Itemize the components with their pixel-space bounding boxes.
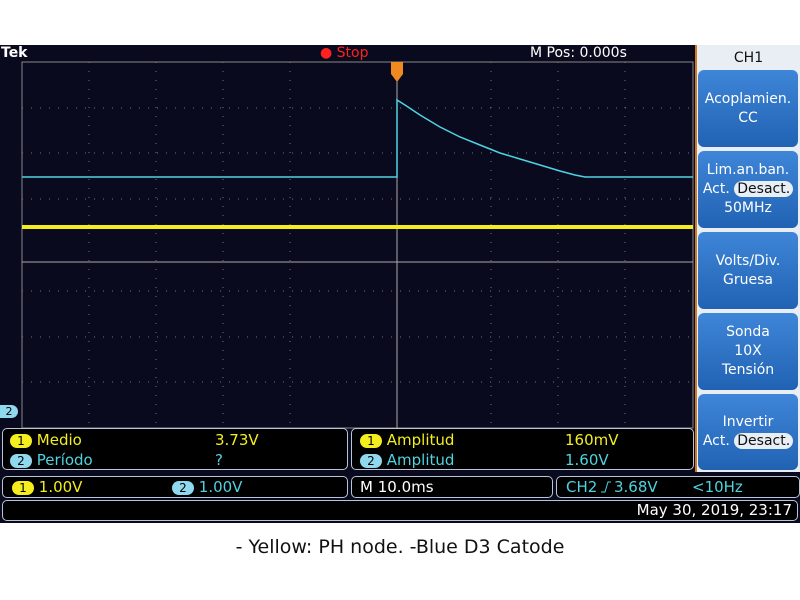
value: 50MHz bbox=[724, 200, 772, 216]
value: CC bbox=[738, 109, 758, 126]
trigger-source: CH2 bbox=[566, 478, 598, 496]
option: Desact. bbox=[734, 433, 794, 449]
frequency: <10Hz bbox=[692, 478, 743, 496]
label: Invertir bbox=[722, 414, 774, 430]
measure-value: 3.73V bbox=[215, 431, 259, 449]
date-box bbox=[2, 500, 798, 521]
graticule bbox=[21, 61, 694, 429]
grid-border bbox=[21, 61, 694, 429]
measure-value: 160mV bbox=[565, 431, 619, 449]
badge: 2 bbox=[10, 454, 32, 468]
measure-name: Período bbox=[36, 451, 93, 469]
label: Lim.an.ban. bbox=[706, 162, 790, 178]
ch2-marker: 2 bbox=[0, 405, 18, 418]
ch1-scale-row: 1 1.00V bbox=[12, 478, 82, 496]
menu-button[interactable]: Lim.an.ban. Act. Desact. 50MHz bbox=[698, 151, 798, 228]
menu-title: CH1 bbox=[733, 50, 764, 66]
position: M Pos: 0.000s bbox=[530, 45, 627, 61]
menu-button[interactable]: Volts/Div. Gruesa bbox=[698, 232, 798, 309]
state: Act. bbox=[702, 181, 730, 197]
measure-row: 1 Amplitud bbox=[360, 431, 454, 449]
menu-button[interactable]: Invertir Act. Desact. bbox=[698, 394, 798, 470]
badge: 1 bbox=[10, 434, 32, 448]
date: May 30, 2019, 23:17 bbox=[636, 501, 792, 519]
measure-row: 1 Medio bbox=[10, 431, 82, 449]
status-box bbox=[351, 476, 553, 498]
menu-button[interactable]: Sonda 10X Tensión bbox=[698, 313, 798, 390]
measure-row: 2 Amplitud bbox=[360, 451, 454, 469]
brand: Tek bbox=[1, 45, 28, 61]
value: 10X bbox=[734, 343, 762, 359]
measure-box bbox=[351, 428, 694, 470]
measure-value: 1.60V bbox=[565, 451, 609, 469]
measure-row: 2 Período bbox=[10, 451, 93, 469]
timebase: M 10.0ms bbox=[360, 478, 434, 496]
badge: 2 bbox=[360, 454, 382, 468]
measure-box bbox=[2, 428, 348, 470]
label: Acoplamien. bbox=[704, 90, 792, 107]
measure-value: ? bbox=[215, 451, 223, 469]
badge: 2 bbox=[172, 481, 194, 495]
extra: Tensión bbox=[721, 362, 775, 378]
label: Sonda bbox=[726, 324, 770, 340]
menu-button[interactable]: Acoplamien. CC bbox=[698, 70, 798, 147]
ch2-trace bbox=[22, 98, 693, 178]
caption: - Yellow: PH node. -Blue D3 Catode bbox=[235, 536, 565, 558]
label: Volts/Div. bbox=[715, 252, 781, 269]
ch2-scale: 1.00V bbox=[198, 478, 243, 496]
ch1-scale: 1.00V bbox=[38, 478, 83, 496]
status-text: Stop bbox=[336, 45, 369, 61]
option: Desact. bbox=[734, 181, 794, 197]
run-status: ● Stop bbox=[320, 45, 369, 61]
trigger-level: 3.68V bbox=[614, 478, 658, 496]
trigger-marker bbox=[391, 62, 403, 82]
grid-dots bbox=[22, 62, 693, 428]
measure-name: Medio bbox=[36, 431, 82, 449]
ch2-scale-row: 2 1.00V bbox=[172, 478, 242, 496]
badge: 1 bbox=[12, 481, 34, 495]
measure-name: Amplitud bbox=[386, 431, 455, 449]
slope-icon bbox=[601, 481, 611, 493]
value: Gruesa bbox=[723, 271, 773, 288]
measure-name: Amplitud bbox=[386, 451, 455, 469]
badge: 1 bbox=[360, 434, 382, 448]
state: Act. bbox=[702, 433, 730, 449]
